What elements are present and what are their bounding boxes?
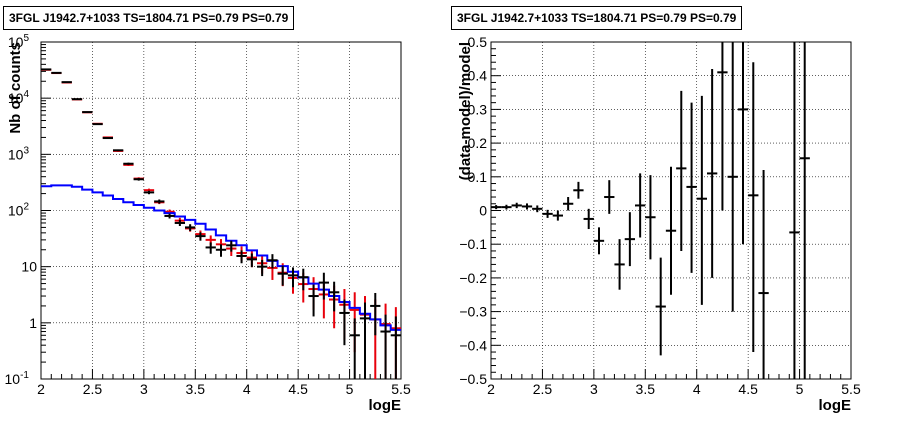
- chart-title-left: 3FGL J1942.7+1033 TS=1804.71 PS=0.79 PS=…: [3, 6, 295, 30]
- data-layer: [41, 68, 401, 379]
- x-tick-label: 2.5: [83, 381, 103, 397]
- x-tick-label: 4.5: [738, 381, 758, 397]
- counts-panel: 2 2.5 3 3.5 4 4.5 5 5.5 10-1 1 10 102 103 104 105 logE N…: [5, 33, 411, 414]
- grid: [41, 42, 401, 379]
- series-0: [491, 42, 810, 379]
- series-2: [41, 68, 401, 379]
- y-tick-label: 104: [8, 89, 30, 106]
- x-tick-label: 4: [243, 381, 251, 397]
- y-tick-label: 0.1: [468, 169, 488, 185]
- series-0: [41, 68, 401, 379]
- x-tick-label: 3: [140, 381, 148, 397]
- y-tick-label: 1: [29, 315, 37, 331]
- x-tick-label: 3: [590, 381, 598, 397]
- y-tick-label: 10-1: [5, 370, 30, 387]
- series-1: [41, 184, 401, 331]
- y-axis-title: (data-model)/model: [457, 42, 474, 180]
- y-tick-label: −0.5: [459, 371, 487, 387]
- x-tick-label: 5: [796, 381, 804, 397]
- x-axis-title: logE: [819, 397, 852, 414]
- y-tick-label: 0.4: [468, 68, 488, 84]
- x-tick-label: 3.5: [636, 381, 656, 397]
- x-tick-label: 2.5: [533, 381, 553, 397]
- y-tick-label: 103: [8, 145, 30, 162]
- x-tick-label: 4.5: [288, 381, 308, 397]
- y-tick-label: 0.2: [468, 135, 488, 151]
- y-tick-label: −0.3: [459, 304, 487, 320]
- residuals-panel: 2 2.5 3 3.5 4 4.5 5 5.5 −0.5 −0.4 −0.3 −0.2 −0.1 0 0.1…: [457, 34, 861, 414]
- x-tick-label: 2: [487, 381, 495, 397]
- x-tick-label: 5.5: [841, 381, 861, 397]
- x-tick-label: 3.5: [186, 381, 206, 397]
- x-tick-label: 4: [693, 381, 701, 397]
- axis-ticks: [490, 41, 852, 380]
- model-step-line: [41, 184, 401, 331]
- y-tick-label: 0.5: [468, 34, 488, 50]
- y-tick-label: −0.4: [459, 337, 487, 353]
- axis-ticks: [40, 44, 402, 380]
- data-layer: [491, 42, 810, 379]
- chart-title-right: 3FGL J1942.7+1033 TS=1804.71 PS=0.79 PS=…: [451, 6, 743, 30]
- y-tick-label: −0.2: [459, 270, 487, 286]
- x-tick-label: 5: [346, 381, 354, 397]
- y-tick-label: 0.3: [468, 101, 488, 117]
- y-tick-label: −0.1: [459, 236, 487, 252]
- x-tick-label: 5.5: [391, 381, 411, 397]
- y-axis-title: Nb of counts: [7, 42, 24, 134]
- y-tick-label: 105: [8, 33, 30, 50]
- x-tick-label: 2: [37, 381, 45, 397]
- x-axis-title: logE: [369, 397, 402, 414]
- y-tick-label: 0: [479, 203, 487, 219]
- y-tick-label: 102: [8, 202, 30, 219]
- y-tick-label: 10: [21, 259, 37, 275]
